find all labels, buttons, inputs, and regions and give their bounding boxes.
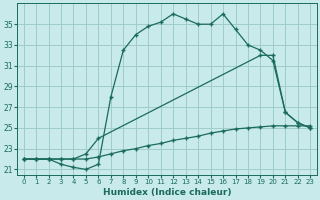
X-axis label: Humidex (Indice chaleur): Humidex (Indice chaleur)	[103, 188, 231, 197]
